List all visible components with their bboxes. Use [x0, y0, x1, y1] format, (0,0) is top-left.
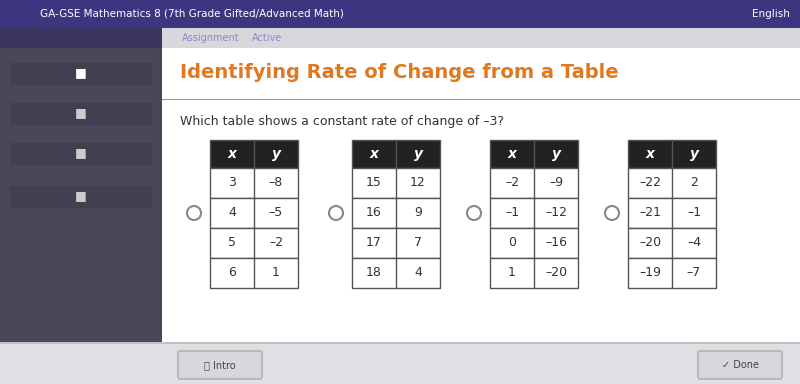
Text: –2: –2	[505, 177, 519, 189]
Text: –8: –8	[269, 177, 283, 189]
Text: ■: ■	[75, 66, 87, 79]
Text: 4: 4	[228, 207, 236, 220]
Bar	[0, 28, 162, 48]
Text: 🔊 Intro: 🔊 Intro	[204, 360, 236, 370]
Bar	[628, 198, 716, 228]
Bar	[490, 228, 578, 258]
Text: y: y	[271, 147, 281, 161]
Text: –20: –20	[639, 237, 661, 250]
Text: GA-GSE Mathematics 8 (7th Grade Gifted/Advanced Math): GA-GSE Mathematics 8 (7th Grade Gifted/A…	[40, 9, 344, 19]
Text: 4: 4	[414, 266, 422, 280]
Text: –22: –22	[639, 177, 661, 189]
Text: –12: –12	[545, 207, 567, 220]
Text: Which table shows a constant rate of change of –3?: Which table shows a constant rate of cha…	[180, 116, 504, 129]
Text: 2: 2	[690, 177, 698, 189]
Bar	[0, 344, 800, 384]
Text: ■: ■	[75, 189, 87, 202]
Bar	[210, 140, 298, 168]
Bar	[162, 48, 800, 100]
FancyBboxPatch shape	[178, 351, 262, 379]
Bar	[210, 228, 298, 258]
Bar	[490, 140, 578, 168]
Text: –5: –5	[269, 207, 283, 220]
Bar	[490, 198, 578, 228]
Text: –4: –4	[687, 237, 701, 250]
FancyBboxPatch shape	[698, 351, 782, 379]
Bar	[162, 99, 800, 100]
Text: y: y	[414, 147, 422, 161]
Text: 15: 15	[366, 177, 382, 189]
Text: –16: –16	[545, 237, 567, 250]
Text: x: x	[507, 147, 517, 161]
Text: 6: 6	[228, 266, 236, 280]
Text: 1: 1	[508, 266, 516, 280]
Text: ■: ■	[75, 106, 87, 119]
Bar	[210, 258, 298, 288]
Text: 12: 12	[410, 177, 426, 189]
Bar	[490, 258, 578, 288]
Text: 7: 7	[414, 237, 422, 250]
Text: y: y	[690, 147, 698, 161]
Bar	[162, 28, 800, 48]
Text: 5: 5	[228, 237, 236, 250]
Text: 16: 16	[366, 207, 382, 220]
Bar	[628, 228, 716, 258]
Bar	[628, 258, 716, 288]
Bar	[352, 228, 440, 258]
Text: –9: –9	[549, 177, 563, 189]
Bar	[352, 140, 440, 168]
Bar	[628, 140, 716, 168]
Text: –7: –7	[687, 266, 701, 280]
Bar	[352, 258, 440, 288]
Bar	[10, 103, 152, 125]
Text: 18: 18	[366, 266, 382, 280]
Text: 1: 1	[272, 266, 280, 280]
Bar	[0, 48, 162, 344]
Text: English: English	[752, 9, 790, 19]
Bar	[10, 143, 152, 165]
Bar	[628, 168, 716, 198]
Text: Active: Active	[252, 33, 282, 43]
Text: x: x	[370, 147, 378, 161]
Bar	[352, 198, 440, 228]
Text: ■: ■	[75, 147, 87, 159]
Text: 0: 0	[508, 237, 516, 250]
Bar	[490, 168, 578, 198]
Text: –20: –20	[545, 266, 567, 280]
Bar	[162, 48, 800, 342]
Text: –19: –19	[639, 266, 661, 280]
Text: Assignment: Assignment	[182, 33, 240, 43]
Text: y: y	[551, 147, 561, 161]
Text: x: x	[227, 147, 237, 161]
Text: –1: –1	[505, 207, 519, 220]
Text: 9: 9	[414, 207, 422, 220]
Text: ✓ Done: ✓ Done	[722, 360, 758, 370]
Text: x: x	[646, 147, 654, 161]
Bar	[0, 342, 800, 344]
Text: –2: –2	[269, 237, 283, 250]
Bar	[210, 168, 298, 198]
Text: 3: 3	[228, 177, 236, 189]
Bar	[352, 168, 440, 198]
Bar	[0, 0, 800, 28]
Text: Identifying Rate of Change from a Table: Identifying Rate of Change from a Table	[180, 63, 618, 81]
Bar	[10, 186, 152, 208]
Text: –21: –21	[639, 207, 661, 220]
Bar	[10, 63, 152, 85]
Bar	[210, 198, 298, 228]
Text: 17: 17	[366, 237, 382, 250]
Text: –1: –1	[687, 207, 701, 220]
